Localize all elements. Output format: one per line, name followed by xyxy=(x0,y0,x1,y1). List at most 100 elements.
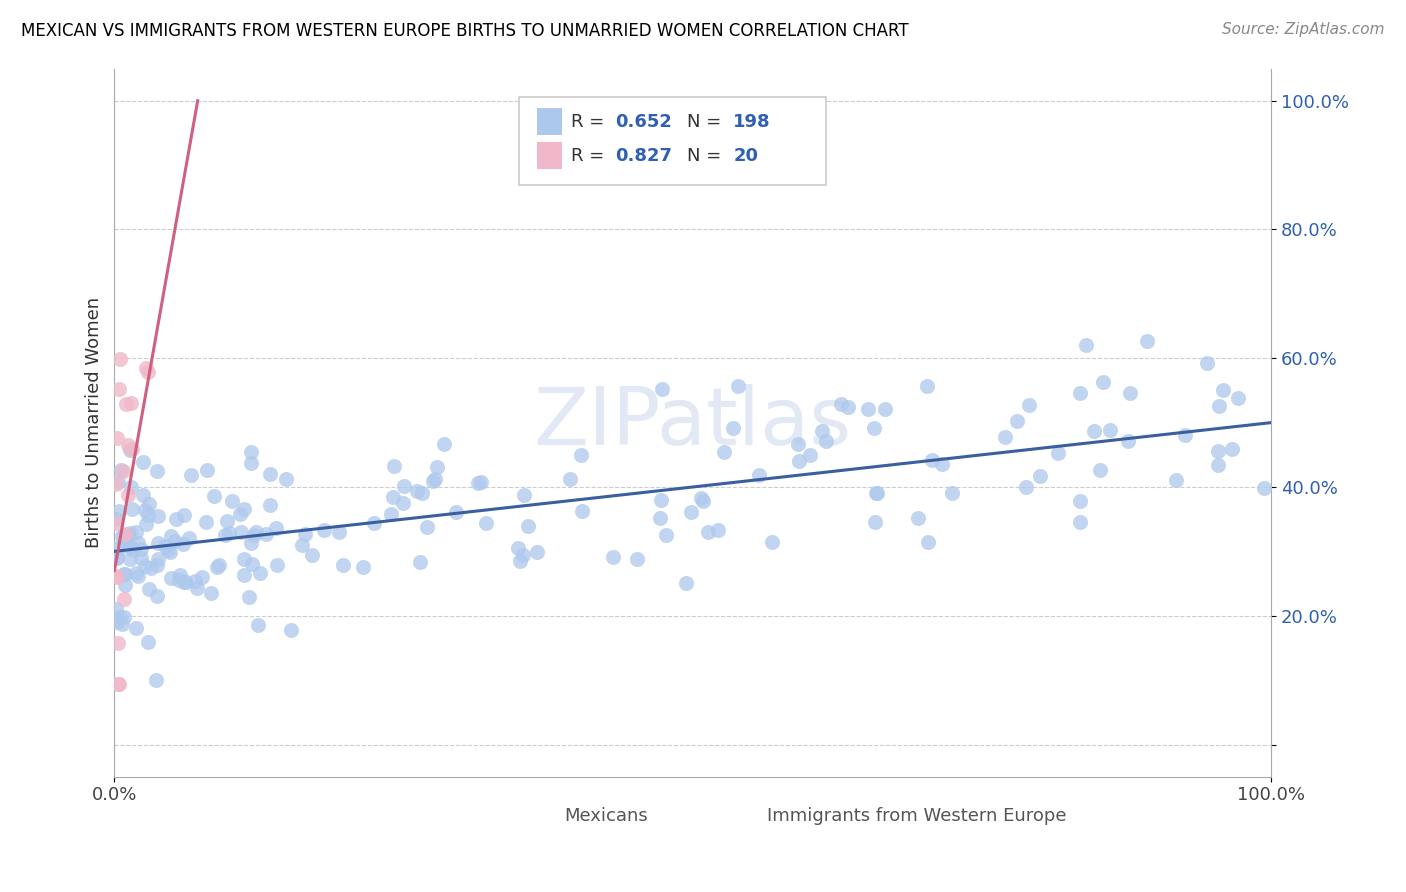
Point xyxy=(1118,386,1140,401)
Point xyxy=(202,489,225,503)
Point xyxy=(1206,458,1229,472)
Point xyxy=(104,477,127,491)
Point xyxy=(516,518,538,533)
FancyBboxPatch shape xyxy=(537,142,562,169)
Point xyxy=(1164,474,1187,488)
Point xyxy=(120,525,142,540)
Point xyxy=(1069,516,1091,530)
Point xyxy=(125,566,148,580)
Point xyxy=(1005,414,1028,428)
Point xyxy=(186,582,208,596)
Point xyxy=(114,527,136,541)
Point xyxy=(411,486,433,500)
Point xyxy=(863,420,886,434)
Point xyxy=(105,512,128,526)
Point xyxy=(138,582,160,596)
Point xyxy=(264,521,287,535)
Point xyxy=(120,541,142,555)
Point xyxy=(173,508,195,522)
Point xyxy=(239,444,262,458)
Point xyxy=(121,543,143,558)
Point xyxy=(105,431,128,445)
Point xyxy=(205,560,228,574)
Point xyxy=(233,567,256,582)
Point xyxy=(1076,338,1098,352)
Point xyxy=(107,382,129,396)
Point xyxy=(1136,334,1159,349)
Point xyxy=(136,365,159,379)
FancyBboxPatch shape xyxy=(524,805,551,826)
Point xyxy=(160,529,183,543)
Point xyxy=(1227,391,1250,405)
Point xyxy=(512,548,534,562)
Point xyxy=(112,610,135,624)
Point xyxy=(104,601,127,615)
Point xyxy=(1118,434,1140,448)
Point xyxy=(787,454,810,468)
Point xyxy=(1208,399,1230,413)
Point xyxy=(112,535,135,549)
Point xyxy=(571,504,593,518)
Point xyxy=(146,558,169,573)
Point xyxy=(727,378,749,392)
Point xyxy=(114,567,136,582)
Point xyxy=(117,528,139,542)
Point xyxy=(799,449,821,463)
Point xyxy=(675,576,697,591)
Point xyxy=(111,528,134,542)
Point xyxy=(941,486,963,500)
Point xyxy=(1212,383,1234,397)
Point xyxy=(470,475,492,489)
Point xyxy=(180,467,202,482)
Point xyxy=(242,527,264,541)
Point xyxy=(830,397,852,411)
Point xyxy=(120,443,142,458)
Point xyxy=(274,472,297,486)
Point xyxy=(127,536,149,550)
Point xyxy=(602,549,624,564)
Point xyxy=(218,525,240,540)
Point xyxy=(865,485,887,500)
Point xyxy=(112,592,135,607)
Point xyxy=(1197,356,1219,370)
Point xyxy=(200,585,222,599)
Point xyxy=(931,457,953,471)
Point xyxy=(873,401,896,416)
Point xyxy=(915,379,938,393)
Text: Immigrants from Western Europe: Immigrants from Western Europe xyxy=(766,806,1066,824)
Point xyxy=(363,516,385,531)
Point xyxy=(382,458,405,473)
Point xyxy=(681,505,703,519)
Point xyxy=(467,475,489,490)
Point xyxy=(328,524,350,539)
Point xyxy=(380,507,402,521)
Point xyxy=(513,487,536,501)
Point xyxy=(120,552,142,566)
Point xyxy=(112,566,135,581)
Point xyxy=(721,421,744,435)
Point xyxy=(301,548,323,562)
Point xyxy=(120,396,142,410)
Point xyxy=(146,536,169,550)
Point xyxy=(169,568,191,582)
FancyBboxPatch shape xyxy=(537,108,562,135)
Point xyxy=(433,437,456,451)
Point xyxy=(238,590,260,604)
Point xyxy=(127,569,149,583)
Point xyxy=(994,430,1017,444)
Point xyxy=(332,558,354,572)
Point xyxy=(145,589,167,603)
Point xyxy=(107,504,129,518)
Point xyxy=(259,498,281,512)
Point xyxy=(422,475,444,489)
Point xyxy=(280,623,302,637)
Point xyxy=(259,467,281,481)
Point xyxy=(165,534,187,549)
Point xyxy=(1090,463,1112,477)
Point xyxy=(174,574,197,589)
Point xyxy=(121,502,143,516)
Point xyxy=(107,676,129,690)
Point xyxy=(1220,442,1243,456)
Point xyxy=(814,434,837,449)
Point xyxy=(135,360,157,375)
